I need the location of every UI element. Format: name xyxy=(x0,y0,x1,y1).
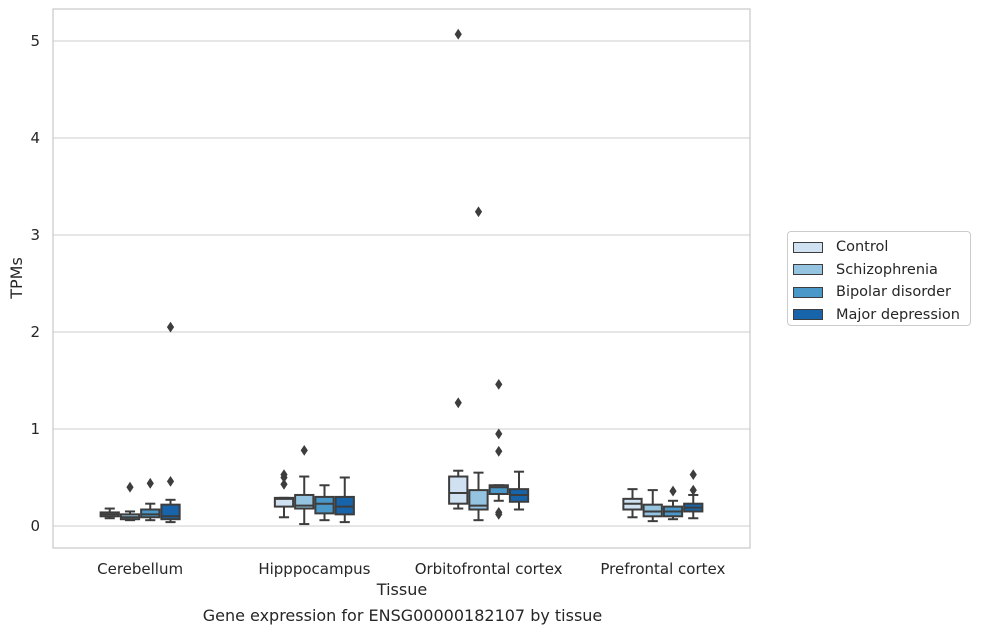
outlier-point xyxy=(669,485,677,497)
legend-item: Control xyxy=(793,236,970,259)
legend-label: Schizophrenia xyxy=(836,261,938,278)
x-tick-label: Cerebellum xyxy=(97,560,183,578)
box-3-1 xyxy=(642,489,663,523)
box-2-1 xyxy=(468,206,489,522)
legend-swatch xyxy=(793,264,823,276)
figure-caption: Gene expression for ENSG00000182107 by t… xyxy=(202,606,603,625)
outlier-point xyxy=(166,321,175,333)
outlier-point xyxy=(689,484,697,496)
x-axis-label: Tissue xyxy=(376,580,427,599)
y-axis-label: TPMs xyxy=(7,257,26,300)
box-0-0 xyxy=(99,507,120,520)
y-tick-label: 5 xyxy=(30,32,40,50)
box-body xyxy=(448,475,469,505)
box-1-2 xyxy=(314,484,335,522)
y-tick-label: 0 xyxy=(30,517,40,535)
box-0-2 xyxy=(140,477,161,522)
box-3-0 xyxy=(622,488,643,519)
outlier-point xyxy=(146,477,154,489)
outlier-point xyxy=(166,475,175,487)
box-1-3 xyxy=(334,476,355,524)
outlier-point xyxy=(454,397,462,409)
y-tick-label: 1 xyxy=(30,420,40,438)
box-groups xyxy=(99,28,704,526)
grid-lines xyxy=(53,40,750,527)
x-tick-label: Prefrontal cortex xyxy=(600,560,725,578)
y-tick-label: 2 xyxy=(30,323,40,341)
legend-item: Schizophrenia xyxy=(793,259,970,282)
x-tick-labels: Cerebellum Hipppocampus Orbitofrontal cort… xyxy=(97,560,725,578)
legend: Control Schizophrenia Bipolar disorder Majo… xyxy=(787,231,971,326)
outlier-point xyxy=(126,481,134,493)
x-tick-label: Orbitofrontal cortex xyxy=(415,560,563,578)
outlier-point xyxy=(474,206,483,218)
legend-swatch xyxy=(793,309,823,321)
legend-label: Control xyxy=(836,239,889,256)
legend-item: Major depression xyxy=(793,304,970,327)
outlier-point xyxy=(454,28,462,40)
y-tick-label: 4 xyxy=(30,129,40,147)
x-tick-label: Hipppocampus xyxy=(258,560,370,578)
outlier-point xyxy=(495,378,503,390)
box-body xyxy=(488,484,509,495)
legend-swatch xyxy=(793,286,823,298)
legend-swatch xyxy=(793,241,823,253)
box-3-3 xyxy=(683,469,704,520)
outlier-point xyxy=(495,428,503,440)
box-1-1 xyxy=(294,444,315,526)
legend-item: Bipolar disorder xyxy=(793,281,970,304)
y-tick-labels: 0 1 2 3 4 5 xyxy=(30,32,40,535)
legend-label: Bipolar disorder xyxy=(836,284,951,301)
outlier-point xyxy=(280,469,288,480)
box-1-0 xyxy=(273,469,295,519)
outlier-point xyxy=(495,507,503,518)
outlier-point xyxy=(495,445,503,457)
box-2-3 xyxy=(508,470,530,511)
plot-frame xyxy=(52,8,751,549)
box-2-2 xyxy=(488,378,509,520)
legend-label: Major depression xyxy=(836,306,960,323)
outlier-point xyxy=(689,469,697,480)
outlier-point xyxy=(300,444,308,456)
box-2-0 xyxy=(448,28,469,510)
box-3-2 xyxy=(662,485,684,521)
box-0-1 xyxy=(119,481,141,522)
box-body xyxy=(314,495,335,515)
y-tick-label: 3 xyxy=(30,226,40,244)
outlier-point xyxy=(280,478,288,490)
box-0-3 xyxy=(160,321,181,524)
